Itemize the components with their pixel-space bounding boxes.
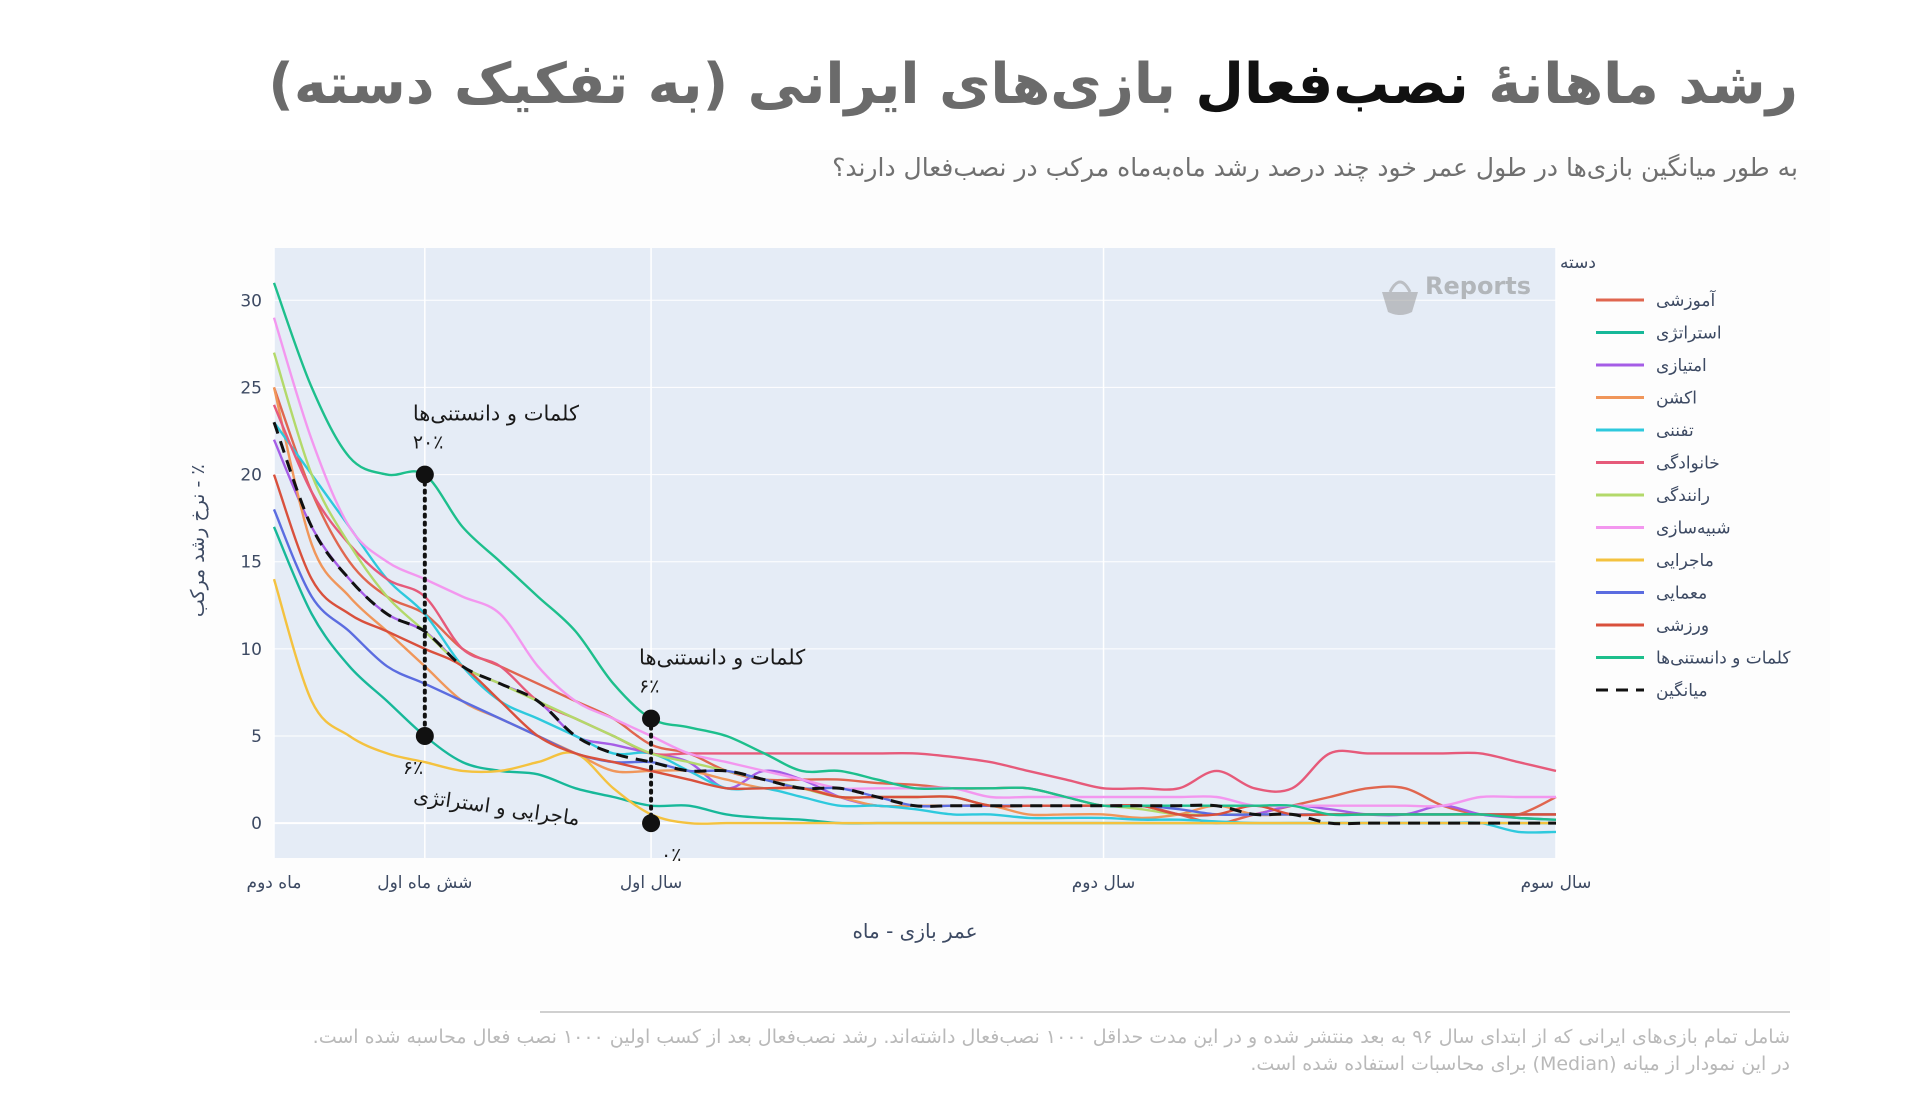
x-tick-label: شش ماه اول [377,873,472,893]
annotation-marker [642,709,661,728]
legend-label: آموزشی [1656,289,1717,311]
legend-label: معمایی [1656,584,1707,604]
footnote-line-1: شامل تمام بازی‌های ایرانی که از ابتدای س… [312,1026,1790,1048]
x-tick-label: ماه دوم [247,873,302,893]
annotation-value: ۶٪ [639,676,659,698]
annotation-value: ۶٪ [403,757,423,779]
legend-label: خانوادگی [1656,453,1720,474]
legend-label: تفننی [1656,421,1694,441]
basket-handle-icon [1388,280,1412,293]
annotation-label: کلمات و دانستنی‌ها [413,402,579,426]
annotation-label: کلمات و دانستنی‌ها [639,646,805,670]
legend-label: رانندگی [1656,485,1710,506]
legend-label: کلمات و دانستنی‌ها [1656,649,1791,669]
legend-label: میانگین [1656,680,1708,701]
y-tick-label: 25 [240,378,262,398]
y-tick-label: 5 [251,727,262,747]
x-axis-title: عمر بازی - ماه [852,919,977,943]
series-line-7 [272,317,1556,808]
annotation-marker [415,727,434,745]
legend-label: ورزشی [1656,616,1709,636]
basket-icon [1382,292,1418,315]
legend-label: اکشن [1656,389,1697,409]
annotation-value: ۲۰٪ [413,432,444,454]
legend-title: دسته [1560,253,1596,273]
footnote-line-2: در این نمودار از میانه (Median) برای محا… [1250,1053,1790,1075]
watermark-text: Reports [1425,272,1531,300]
legend-label: شبیه‌سازی [1656,519,1731,539]
footer-divider [540,1011,1790,1013]
legend-label: ماجرایی [1656,551,1714,571]
legend-label: امتیازی [1656,356,1707,376]
y-tick-label: 30 [240,291,262,311]
annotation-marker [642,814,661,833]
footnote: شامل تمام بازی‌های ایرانی که از ابتدای س… [90,1024,1790,1078]
x-tick-label: سال اول [620,873,682,893]
legend-label: استراتژی [1656,324,1722,344]
y-tick-label: 10 [240,640,262,660]
y-tick-label: 0 [251,814,262,834]
series-line-5 [272,404,1557,793]
title-highlight: نصب‌فعال [1195,52,1469,117]
page-title: رشد ماهانهٔ نصب‌فعال بازی‌های ایرانی (به… [268,52,1798,117]
y-axis-title: ٪ - نرخ رشد مرکب [187,464,209,617]
series-line-11 [272,282,1557,821]
watermark: Reports [1382,272,1531,315]
plot-area [274,248,1556,858]
x-tick-label: سال دوم [1072,873,1135,893]
y-tick-label: 15 [240,553,262,573]
series-line-12 [272,421,1556,826]
annotation-value: ۰٪ [661,844,681,866]
y-tick-label: 20 [240,466,262,486]
page-subtitle: به طور میانگین بازی‌ها در طول عمر خود چن… [832,153,1798,182]
annotation-marker [415,465,434,484]
x-tick-label: سال سوم [1521,873,1592,893]
